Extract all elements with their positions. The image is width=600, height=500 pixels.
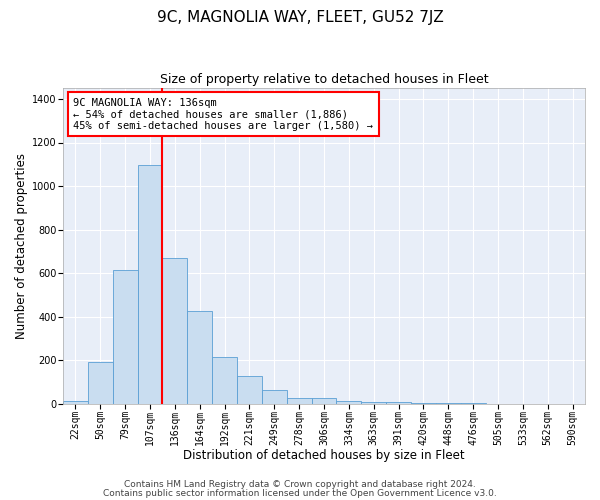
Bar	[361, 402, 386, 404]
Bar	[63, 400, 88, 404]
Bar	[311, 398, 337, 404]
Bar	[212, 357, 237, 404]
Bar	[461, 403, 485, 404]
Y-axis label: Number of detached properties: Number of detached properties	[15, 153, 28, 339]
Bar	[287, 398, 311, 404]
Bar	[187, 312, 212, 404]
Bar	[436, 403, 461, 404]
Bar	[137, 166, 163, 404]
Text: 9C, MAGNOLIA WAY, FLEET, GU52 7JZ: 9C, MAGNOLIA WAY, FLEET, GU52 7JZ	[157, 10, 443, 25]
Bar	[262, 390, 287, 404]
Text: Contains public sector information licensed under the Open Government Licence v3: Contains public sector information licen…	[103, 489, 497, 498]
Text: Contains HM Land Registry data © Crown copyright and database right 2024.: Contains HM Land Registry data © Crown c…	[124, 480, 476, 489]
X-axis label: Distribution of detached houses by size in Fleet: Distribution of detached houses by size …	[183, 450, 465, 462]
Bar	[163, 258, 187, 404]
Text: 9C MAGNOLIA WAY: 136sqm
← 54% of detached houses are smaller (1,886)
45% of semi: 9C MAGNOLIA WAY: 136sqm ← 54% of detache…	[73, 98, 373, 130]
Bar	[237, 376, 262, 404]
Bar	[113, 270, 137, 404]
Bar	[337, 400, 361, 404]
Bar	[411, 402, 436, 404]
Bar	[386, 402, 411, 404]
Title: Size of property relative to detached houses in Fleet: Size of property relative to detached ho…	[160, 72, 488, 86]
Bar	[88, 362, 113, 404]
